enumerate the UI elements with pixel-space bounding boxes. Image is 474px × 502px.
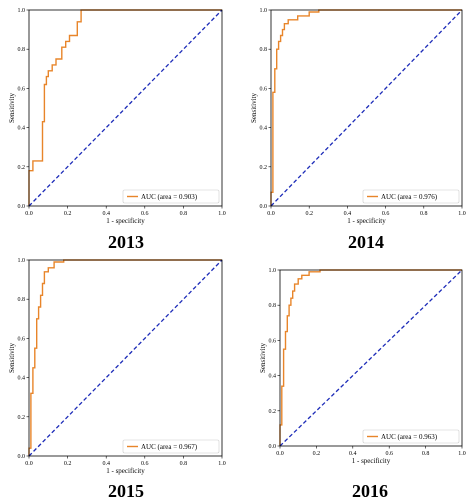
chance-diagonal-line (28, 9, 223, 207)
y-tick-label: 0.0 (269, 444, 277, 450)
legend-box (362, 429, 460, 444)
x-tick-label: 0.6 (141, 211, 149, 217)
roc-curve-line (28, 259, 222, 456)
legend-label: AUC (area = 0.963) (381, 433, 438, 441)
legend-box (362, 189, 460, 204)
y-tick-label: 0.8 (269, 303, 277, 309)
x-tick-label: 0.2 (313, 451, 321, 457)
legend-box (122, 439, 220, 454)
panel-year-caption: 2016 (352, 481, 388, 501)
chance-diagonal-line (28, 259, 223, 457)
x-tick-label: 0.4 (102, 461, 110, 467)
chance-diagonal-line (279, 269, 463, 447)
y-tick-label: 0.6 (18, 86, 26, 92)
x-tick-label: 0.2 (305, 211, 313, 217)
roc-curve-line (270, 9, 462, 206)
x-tick-label: 0.6 (382, 211, 390, 217)
y-tick-label: 0.4 (269, 374, 277, 380)
y-tick-label: 1.0 (260, 8, 268, 14)
y-tick-label: 1.0 (18, 8, 26, 14)
plot-frame (28, 259, 223, 457)
roc-panel-2015: 0.0 0.2 0.4 0.6 0.8 1.0 0.0 0.2 0.4 0.6 0.8 1.0 1 - … (8, 258, 226, 501)
legend-label: AUC (area = 0.976) (381, 193, 438, 201)
x-axis-label: 1 - specificity (352, 457, 391, 465)
y-axis-label: Sensitivity (8, 343, 16, 373)
x-tick-label: 0.2 (64, 461, 72, 467)
roc-panel-2013: 0.0 0.2 0.4 0.6 0.8 1.0 0.0 0.2 0.4 0.6 0.8 1.0 1 - … (8, 8, 226, 252)
y-tick-label: 0.8 (260, 47, 268, 53)
x-tick-label: 0.0 (25, 211, 33, 217)
y-tick-label: 0.6 (18, 336, 26, 342)
x-axis-label: 1 - specificity (106, 467, 145, 475)
legend-box (122, 189, 220, 204)
chance-diagonal-line (270, 9, 463, 207)
y-tick-label: 1.0 (269, 268, 277, 274)
y-tick-label: 0.0 (18, 204, 26, 210)
x-tick-label: 0.8 (180, 211, 188, 217)
x-tick-label: 0.6 (385, 451, 393, 457)
y-axis-label: Sensitivity (250, 93, 258, 123)
x-tick-label: 1.0 (458, 211, 466, 217)
x-tick-label: 0.0 (25, 461, 33, 467)
plot-frame (279, 269, 463, 447)
y-tick-label: 0.8 (18, 297, 26, 303)
roc-curve-line (28, 9, 222, 206)
plot-frame (270, 9, 463, 207)
legend-label: AUC (area = 0.967) (141, 443, 198, 451)
x-tick-label: 1.0 (218, 461, 226, 467)
x-tick-label: 0.6 (141, 461, 149, 467)
y-tick-label: 0.8 (18, 47, 26, 53)
y-tick-label: 1.0 (18, 258, 26, 264)
y-axis-label: Sensitivity (259, 343, 267, 373)
x-tick-label: 0.2 (64, 211, 72, 217)
x-tick-label: 0.4 (349, 451, 357, 457)
y-tick-label: 0.4 (18, 376, 26, 382)
y-tick-label: 0.6 (269, 338, 277, 344)
y-tick-label: 0.2 (18, 415, 26, 421)
roc-panel-2016: 0.0 0.2 0.4 0.6 0.8 1.0 0.0 0.2 0.4 0.6 0.8 1.0 1 - … (259, 268, 466, 501)
panel-year-caption: 2013 (108, 232, 144, 252)
y-axis-label: Sensitivity (8, 93, 16, 123)
y-tick-label: 0.2 (260, 165, 268, 171)
x-tick-label: 0.4 (102, 211, 110, 217)
x-tick-label: 0.4 (344, 211, 352, 217)
x-tick-label: 0.0 (276, 451, 284, 457)
x-tick-label: 0.8 (180, 461, 188, 467)
y-tick-label: 0.2 (18, 165, 26, 171)
y-tick-label: 0.4 (18, 126, 26, 132)
panel-year-caption: 2015 (108, 481, 144, 501)
x-axis-label: 1 - specificity (106, 217, 145, 225)
x-tick-label: 0.0 (267, 211, 275, 217)
roc-panel-2014: 0.0 0.2 0.4 0.6 0.8 1.0 0.0 0.2 0.4 0.6 0.8 1.0 1 - … (250, 8, 466, 252)
y-tick-label: 0.2 (269, 409, 277, 415)
x-tick-label: 1.0 (458, 451, 466, 457)
y-tick-label: 0.6 (260, 86, 268, 92)
x-axis-label: 1 - specificity (347, 217, 386, 225)
legend-label: AUC (area = 0.903) (141, 193, 198, 201)
y-tick-label: 0.0 (18, 454, 26, 460)
y-tick-label: 0.4 (260, 126, 268, 132)
x-tick-label: 0.8 (422, 451, 430, 457)
x-tick-label: 0.8 (420, 211, 428, 217)
panel-year-caption: 2014 (348, 232, 384, 252)
plot-frame (28, 9, 223, 207)
x-tick-label: 1.0 (218, 211, 226, 217)
y-tick-label: 0.0 (260, 204, 268, 210)
roc-curve-line (279, 269, 462, 446)
